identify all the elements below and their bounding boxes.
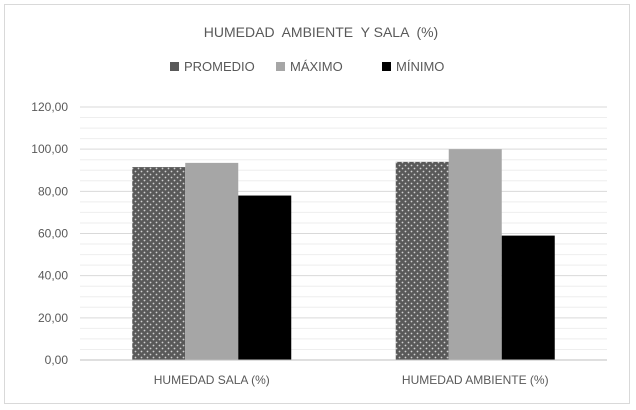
chart-frame: HUMEDAD AMBIENTE Y SALA (%) PROMEDIO MÁXI… <box>4 4 630 404</box>
legend-swatch <box>382 62 391 71</box>
bar-minimo-2 <box>501 235 555 360</box>
y-tick-label: 100,00 <box>31 142 68 156</box>
legend-swatch <box>276 62 285 71</box>
legend-label: MÁXIMO <box>290 59 343 74</box>
bar-promedio-2 <box>395 161 449 360</box>
x-axis: HUMEDAD SALA (%) HUMEDAD AMBIENTE (%) <box>80 359 607 387</box>
bar-promedio-1 <box>132 167 186 360</box>
legend-label: MÍNIMO <box>396 59 444 74</box>
chart-title: HUMEDAD AMBIENTE Y SALA (%) <box>204 24 438 40</box>
y-tick-label: 20,00 <box>38 311 68 325</box>
y-tick-label: 60,00 <box>38 227 68 241</box>
bar-minimo-1 <box>238 195 292 360</box>
legend-swatch <box>170 62 179 71</box>
bar-chart: HUMEDAD AMBIENTE Y SALA (%) PROMEDIO MÁXI… <box>31 24 607 387</box>
legend-label: PROMEDIO <box>184 59 255 74</box>
bars <box>132 149 555 360</box>
y-tick-label: 120,00 <box>31 100 68 114</box>
y-tick-label: 80,00 <box>38 184 68 198</box>
y-axis: 0,00 20,00 40,00 60,00 80,00 100,00 120,00 <box>31 100 68 367</box>
x-category-label: HUMEDAD AMBIENTE (%) <box>402 373 549 387</box>
x-category-label: HUMEDAD SALA (%) <box>154 373 270 387</box>
y-tick-label: 40,00 <box>38 269 68 283</box>
bar-maximo-2 <box>448 149 502 360</box>
bar-maximo-1 <box>185 162 239 360</box>
legend: PROMEDIO MÁXIMO MÍNIMO <box>170 59 444 74</box>
y-tick-label: 0,00 <box>45 353 69 367</box>
